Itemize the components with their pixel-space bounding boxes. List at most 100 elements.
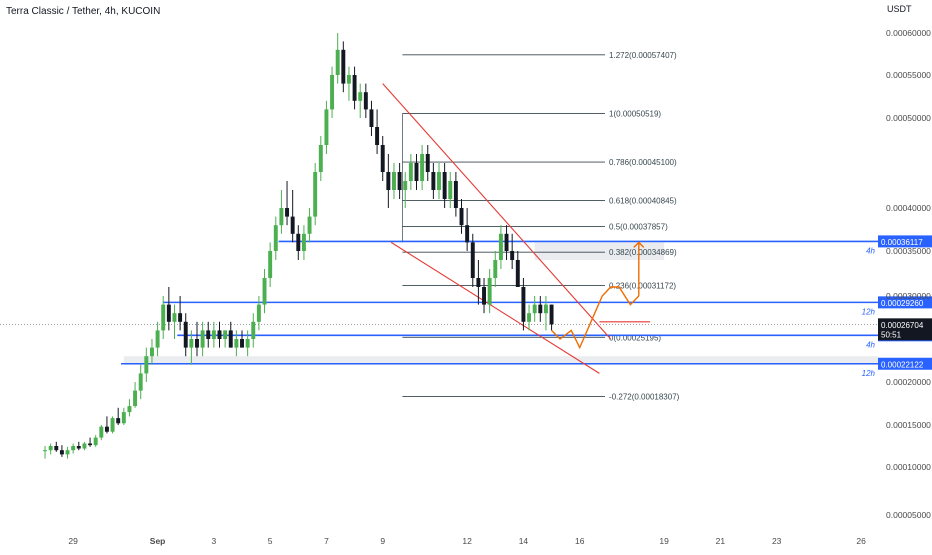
candle-body-36 (245, 339, 250, 348)
candle-body-84 (515, 260, 520, 287)
y-tick-5: 0.00030000 (886, 291, 931, 301)
candle-body-32 (223, 330, 228, 339)
candle-body-49 (318, 145, 323, 172)
current-price-label: 0.00026704 (881, 321, 924, 330)
candle-body-52 (335, 49, 340, 75)
candle-body-73 (453, 181, 458, 208)
candle-body-62 (392, 172, 396, 190)
x-tick-5: 9 (380, 536, 385, 546)
candle-body-25 (183, 321, 188, 348)
candle-body-75 (465, 225, 470, 243)
price-level-label-4: 0.00022122 (881, 360, 924, 369)
chart-title: Terra Classic / Tether, 4h, KUCOIN (6, 6, 160, 17)
candle-body-45 (296, 233, 301, 251)
x-tick-3: 5 (268, 536, 273, 546)
candle-body-43 (285, 208, 290, 217)
y-tick-0: 0.00060000 (886, 28, 931, 38)
price-level-label-2: 0.00029260 (881, 299, 924, 308)
candle-body-61 (386, 172, 391, 190)
fib-label-3: 0.618(0.00040845) (609, 196, 677, 205)
candle-body-81 (498, 233, 503, 260)
candle-body-19 (149, 347, 154, 357)
x-tick-10: 21 (716, 536, 726, 546)
candle-body-4 (65, 450, 70, 455)
candle-body-31 (217, 330, 222, 339)
fib-label-1: 1(0.00050519) (609, 110, 661, 119)
price-level-label-1: 0.00036117 (881, 238, 923, 247)
projection-arrow-head (633, 241, 645, 248)
price-level-tf-4: 12h (862, 369, 876, 378)
candle-body-20 (155, 330, 160, 348)
candle-body-35 (240, 339, 244, 348)
candle-body-23 (172, 313, 177, 322)
fib-label-2: 0.786(0.00045100) (609, 158, 677, 167)
candle-body-78 (482, 287, 486, 305)
candle-body-83 (510, 251, 515, 260)
candle-body-6 (76, 446, 81, 449)
candle-body-63 (397, 172, 402, 190)
fib-label-7: 0(0.00025195) (609, 333, 661, 342)
candle-body-21 (161, 304, 166, 331)
y-tick-7: 0.00015000 (886, 420, 931, 430)
candle-body-28 (200, 330, 205, 348)
candle-body-89 (543, 304, 548, 314)
candle-body-29 (206, 330, 211, 339)
candle-body-42 (279, 208, 284, 226)
candle-body-51 (330, 75, 335, 110)
price-level-tf-2: 12h (862, 307, 876, 316)
candle-body-15 (127, 406, 132, 413)
candle-body-67 (420, 154, 425, 181)
candle-body-80 (493, 260, 498, 278)
y-tick-2: 0.00050000 (886, 113, 931, 123)
candle-body-72 (448, 181, 453, 199)
x-tick-4: 7 (324, 536, 329, 546)
candle-body-13 (116, 418, 121, 424)
x-tick-0: 29 (68, 536, 78, 546)
wedge-line-0 (382, 83, 612, 340)
candle-body-50 (324, 109, 329, 145)
candle-body-38 (256, 304, 261, 322)
candle-body-82 (504, 233, 509, 251)
candle-body-85 (521, 287, 526, 322)
candle-body-16 (133, 390, 138, 407)
candle-body-41 (273, 225, 278, 251)
current-price-tag (878, 318, 932, 341)
candle-body-37 (251, 321, 256, 339)
candle-body-22 (166, 304, 171, 322)
candle-body-86 (527, 313, 532, 322)
candle-body-3 (59, 450, 64, 455)
candle-body-44 (290, 216, 295, 234)
candle-body-46 (301, 233, 306, 251)
candle-body-47 (307, 216, 312, 234)
candle-body-40 (268, 251, 273, 278)
candle-body-90 (549, 304, 554, 325)
candle-body-71 (442, 172, 447, 199)
fib-label-6: 0.236(0.00031172) (609, 281, 676, 290)
y-tick-4: 0.00035000 (886, 246, 931, 256)
candle-body-79 (487, 278, 492, 305)
price-level-tag-2 (878, 296, 932, 309)
candle-body-33 (228, 330, 233, 348)
fib-label-0: 1.272(0.00057407) (609, 51, 677, 60)
candle-body-8 (88, 443, 93, 446)
candle-body-0 (43, 450, 47, 452)
x-tick-7: 14 (519, 536, 529, 546)
candle-body-70 (437, 172, 441, 190)
y-tick-9: 0.00005000 (886, 510, 931, 520)
x-tick-9: 19 (659, 536, 669, 546)
x-tick-2: 3 (212, 536, 217, 546)
projection-path (551, 286, 640, 350)
y-tick-3: 0.00040000 (886, 203, 931, 213)
x-tick-11: 23 (772, 536, 782, 546)
current-price-timer: 50:51 (881, 330, 902, 339)
candle-body-76 (470, 242, 475, 278)
fib-label-4: 0.5(0.00037857) (609, 222, 668, 231)
y-tick-8: 0.00010000 (886, 462, 931, 472)
candle-body-56 (358, 92, 363, 101)
candle-body-69 (431, 172, 436, 190)
x-tick-6: 12 (462, 536, 472, 546)
candle-body-54 (346, 75, 351, 84)
candle-body-24 (178, 313, 183, 322)
y-tick-6: 0.00020000 (886, 377, 931, 387)
